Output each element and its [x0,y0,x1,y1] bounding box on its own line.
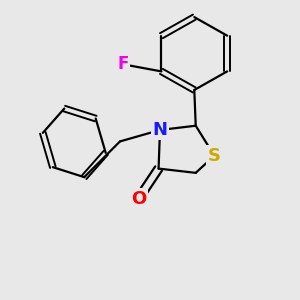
Text: N: N [152,121,167,139]
Text: S: S [208,147,221,165]
Text: O: O [131,190,146,208]
Text: F: F [117,55,128,73]
